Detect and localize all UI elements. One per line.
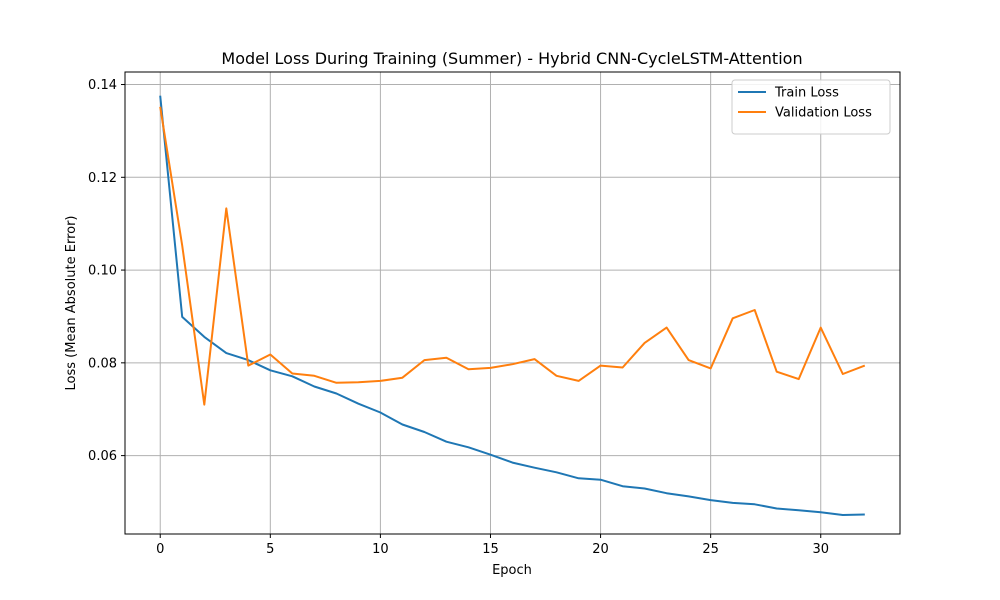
y-tick-label: 0.10 <box>88 264 117 279</box>
y-axis-label: Loss (Mean Absolute Error) <box>64 216 79 391</box>
legend-box <box>731 79 891 135</box>
plot-lines <box>159 95 866 516</box>
plot-frame <box>124 71 901 535</box>
x-tick-label: 10 <box>372 542 389 557</box>
axis-ticks: 0 5 10 15 20 25 30 0.06 0.08 0.10 0.12 0.14 <box>88 78 829 557</box>
y-tick-label: 0.06 <box>88 449 117 464</box>
x-tick-label: 20 <box>592 542 609 557</box>
x-tick-label: 0 <box>156 542 164 557</box>
y-tick-label: 0.12 <box>88 171 117 186</box>
legend: Train Loss Validation Loss <box>731 79 891 135</box>
validation-loss-line <box>159 106 866 406</box>
chart-title: Model Loss During Training (Summer) - Hy… <box>221 49 802 68</box>
train-loss-line <box>159 95 865 516</box>
legend-label-train-loss: Train Loss <box>774 86 839 101</box>
y-tick-label: 0.08 <box>88 356 117 371</box>
grid <box>125 72 900 534</box>
x-tick-label: 15 <box>482 542 499 557</box>
x-axis-label: Epoch <box>492 563 532 578</box>
x-tick-label: 25 <box>702 542 719 557</box>
y-tick-label: 0.14 <box>88 78 117 93</box>
x-tick-label: 30 <box>812 542 829 557</box>
legend-label-validation-loss: Validation Loss <box>775 106 872 121</box>
x-tick-label: 5 <box>266 542 274 557</box>
